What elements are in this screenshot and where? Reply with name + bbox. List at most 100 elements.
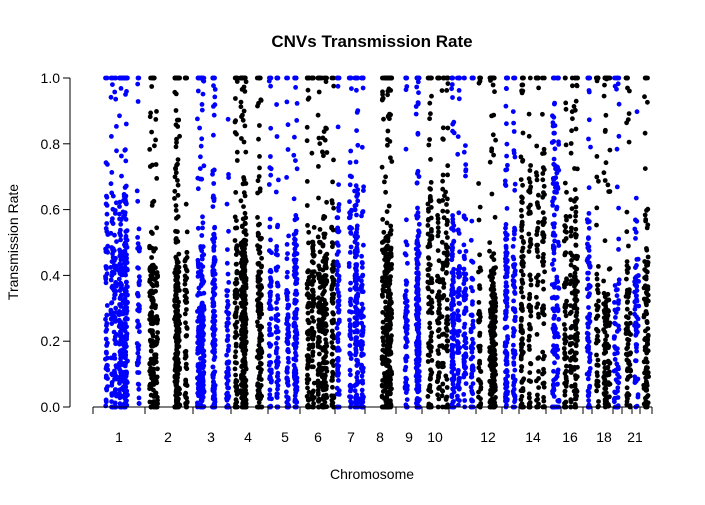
data-point [321,304,326,309]
data-point [347,343,353,348]
data-point [226,175,232,181]
data-point [103,403,109,409]
data-point [114,239,119,245]
data-point [322,347,328,352]
data-point [336,208,342,213]
data-point [359,213,364,219]
data-point [173,122,179,128]
data-point [490,374,495,380]
data-point [256,383,262,389]
data-point [224,304,230,310]
data-point [492,89,497,95]
data-point [147,114,153,120]
data-point [196,340,202,346]
data-point [118,257,124,263]
data-point [311,380,317,386]
data-point [285,302,291,308]
data-point [258,361,264,367]
data-point [316,263,322,269]
data-point [122,240,128,246]
data-point [385,128,391,134]
data-point [305,291,311,297]
data-point [122,212,128,218]
data-point [239,363,245,369]
data-point [416,272,421,277]
data-point [541,380,547,386]
data-point [175,386,181,392]
data-point [457,286,462,291]
data-point [232,300,238,306]
data-point [268,342,274,348]
data-point [294,307,300,312]
data-point [306,346,312,352]
data-point [415,388,421,394]
data-point [148,348,154,354]
data-point [450,386,455,392]
data-point [414,314,420,319]
data-point [527,370,533,375]
data-point [541,150,547,156]
data-point [212,392,217,398]
data-point [233,190,239,195]
data-point [492,304,497,310]
data-point [334,372,340,378]
data-point [359,283,364,289]
data-point [491,321,497,327]
data-point [359,351,365,356]
data-point [323,365,329,371]
data-point [136,323,142,329]
data-point [461,374,467,380]
data-point [503,361,509,367]
data-point [286,233,291,239]
data-point [504,324,510,330]
data-point [153,271,159,276]
data-point [292,75,298,81]
data-point [293,158,298,164]
data-point [359,396,365,402]
data-point [112,89,118,95]
data-point [455,134,461,140]
data-point [234,218,239,224]
data-point [503,232,509,238]
data-point [476,300,482,305]
data-point [104,312,110,318]
data-point [322,214,328,220]
data-point [347,182,353,188]
data-point [416,90,421,96]
data-point [284,394,289,399]
data-point [402,292,408,298]
data-point [273,251,279,257]
data-point [535,254,541,260]
data-point [292,393,298,399]
data-point [134,188,140,194]
data-point [200,91,206,97]
data-point [510,254,516,260]
data-point [225,316,231,321]
data-point [173,170,179,176]
data-point [528,282,534,288]
data-point [477,361,483,366]
data-point [154,341,159,347]
data-point [534,242,540,248]
data-point [155,366,160,372]
data-point [426,217,431,222]
data-point [240,291,246,297]
data-point [541,321,547,327]
data-point [450,355,455,361]
data-point [511,326,516,331]
data-point [274,300,279,305]
data-point [240,117,246,123]
data-point [441,281,447,287]
data-point [118,221,124,227]
data-point [449,82,455,87]
data-point [505,162,510,168]
data-point [444,297,450,303]
data-point [476,394,481,400]
data-point [541,384,547,390]
data-point [527,75,533,81]
data-point [416,230,422,235]
data-point [492,383,498,389]
data-point [173,382,179,388]
data-point [232,238,238,243]
data-point [233,311,239,317]
